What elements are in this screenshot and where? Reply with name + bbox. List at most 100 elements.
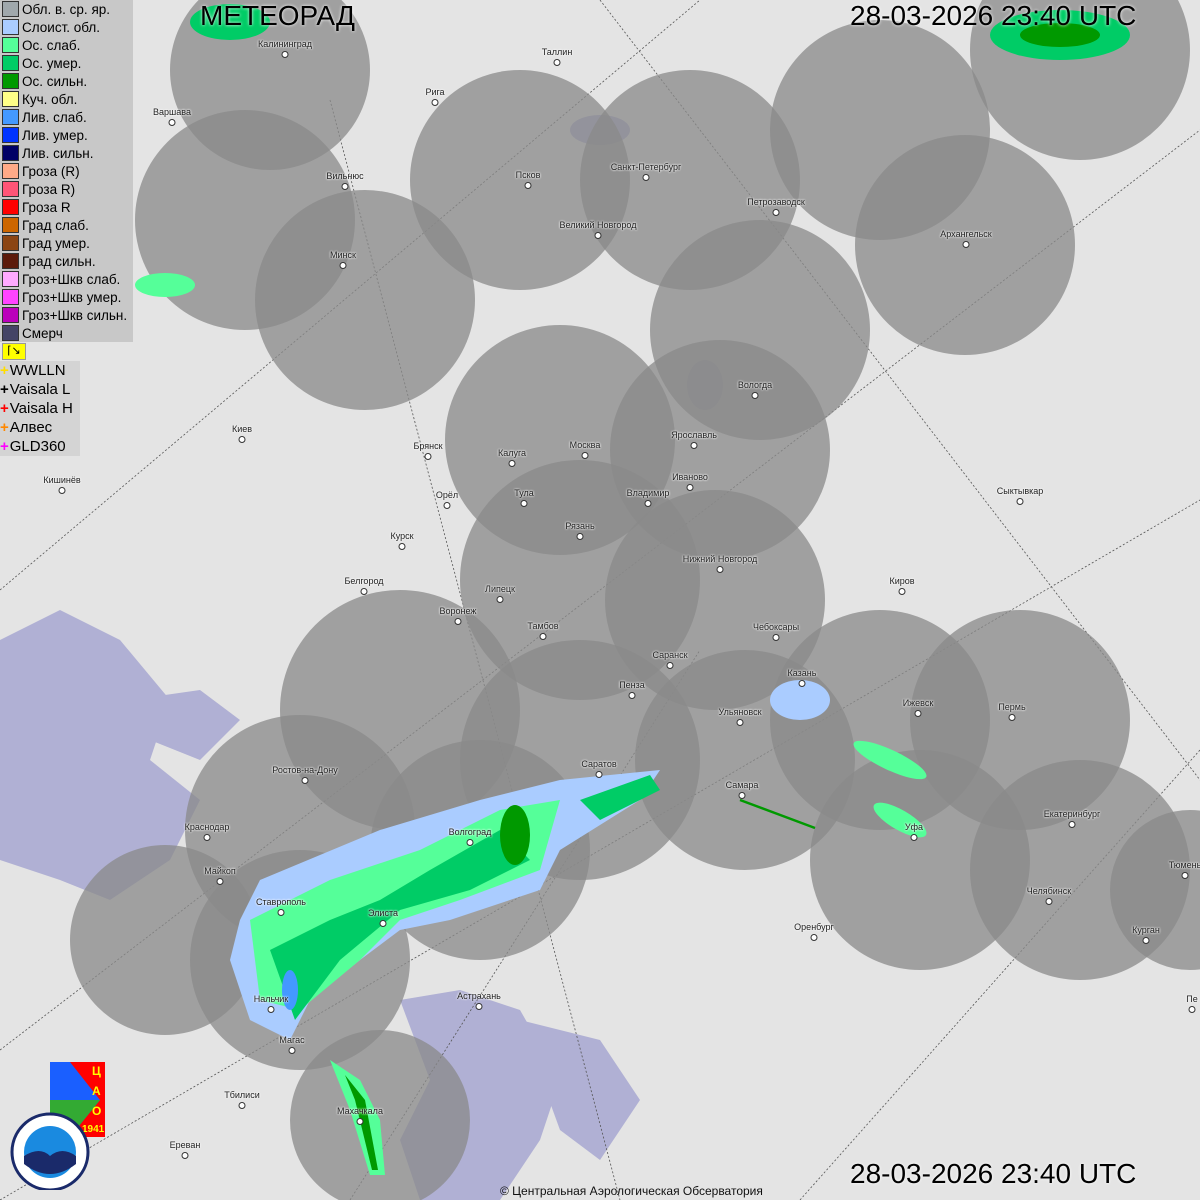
legend-item: Лив. умер. [0, 126, 133, 144]
city-marker-icon [181, 1152, 189, 1159]
city-marker-icon [798, 680, 806, 687]
city-label: Саранск [652, 650, 688, 660]
city-marker-icon [424, 453, 432, 460]
city-label: Ростов-на-Дону [272, 765, 338, 775]
city-marker-icon [454, 618, 462, 625]
city-marker-icon [339, 262, 347, 269]
city-marker-icon [238, 436, 246, 443]
city-marker-icon [810, 934, 818, 941]
map-title: МЕТЕОРАД [200, 0, 355, 31]
city-label: Рязань [565, 521, 595, 531]
lightning-source-toggle[interactable]: +WWLLN [0, 361, 80, 380]
legend-item: Смерч [0, 324, 133, 342]
legend-swatch [2, 217, 19, 233]
legend-swatch [2, 145, 19, 161]
city-marker-icon [716, 566, 724, 573]
city-marker-icon [277, 909, 285, 916]
city-label: Петрозаводск [747, 197, 805, 207]
city-label: Нижний Новгород [682, 554, 758, 564]
city-label: Пенза [619, 680, 645, 690]
city-label: Санкт-Петербург [610, 162, 682, 172]
city-marker-icon [595, 771, 603, 778]
city-label: Москва [569, 440, 601, 450]
city-marker-icon [666, 662, 674, 669]
city-marker-icon [751, 392, 759, 399]
lightning-label: Алвес [9, 419, 53, 436]
city-marker-icon [216, 878, 224, 885]
city-label: Калуга [497, 448, 527, 458]
city-marker-icon [520, 500, 528, 507]
city-label: Махачкала [337, 1106, 383, 1116]
city-label: Тбилиси [224, 1090, 260, 1100]
legend-label: Лив. слаб. [22, 109, 87, 125]
city-label: Псков [515, 170, 541, 180]
legend-item: Ос. слаб. [0, 36, 133, 54]
precipitation-legend: Обл. в. ср. яр. Слоист. обл. Ос. слаб. Ос. … [0, 0, 133, 342]
city-marker-icon [341, 183, 349, 190]
city-label: Брянск [413, 441, 443, 451]
legend-swatch [2, 181, 19, 197]
legend-swatch [2, 91, 19, 107]
legend-label: Лив. сильн. [22, 145, 94, 161]
legend-item: Гроз+Шкв слаб. [0, 270, 133, 288]
legend-item: Гроза (R) [0, 162, 133, 180]
legend-label: Куч. обл. [22, 91, 78, 107]
legend-item: Гроза R) [0, 180, 133, 198]
city-marker-icon [962, 241, 970, 248]
city-marker-icon [914, 710, 922, 717]
city-marker-icon [642, 174, 650, 181]
city-label: Курган [1132, 925, 1160, 935]
svg-text:Ц: Ц [92, 1064, 101, 1078]
city-marker-icon [360, 588, 368, 595]
city-marker-icon [898, 588, 906, 595]
legend-swatch [2, 253, 19, 269]
legend-swatch [2, 127, 19, 143]
city-marker-icon [581, 452, 589, 459]
legend-swatch [2, 109, 19, 125]
city-label: Ярославль [671, 430, 717, 440]
legend-swatch [2, 163, 19, 179]
city-label: Магас [279, 1035, 305, 1045]
city-marker-icon [356, 1118, 364, 1125]
city-label: Элиста [368, 908, 398, 918]
lightning-source-toggle[interactable]: +Vaisala H [0, 399, 80, 418]
lightning-cross-icon: + [0, 419, 9, 436]
city-marker-icon [203, 834, 211, 841]
lightning-cross-icon: + [0, 362, 9, 379]
lightning-source-toggle[interactable]: +GLD360 [0, 437, 80, 456]
flag-icon[interactable]: ⌈↘ [2, 343, 26, 360]
lightning-cross-icon: + [0, 381, 9, 398]
legend-swatch [2, 73, 19, 89]
legend-label: Ос. слаб. [22, 37, 81, 53]
city-marker-icon [1008, 714, 1016, 721]
legend-label: Град умер. [22, 235, 90, 251]
city-label: Пермь [998, 702, 1026, 712]
city-label: Нальчик [253, 994, 289, 1004]
legend-swatch [2, 289, 19, 305]
city-marker-icon [553, 59, 561, 66]
legend-label: Гроз+Шкв умер. [22, 289, 122, 305]
city-label: Сыктывкар [996, 486, 1044, 496]
city-marker-icon [475, 1003, 483, 1010]
precipitation [135, 4, 1130, 1175]
city-marker-icon [628, 692, 636, 699]
city-label: Челябинск [1026, 886, 1072, 896]
lightning-label: WWLLN [9, 362, 66, 379]
city-label: Астрахань [457, 991, 501, 1001]
city-label: Великий Новгород [559, 220, 637, 230]
city-label: Казань [787, 668, 817, 678]
city-marker-icon [772, 634, 780, 641]
city-label: Оренбург [794, 922, 834, 932]
lightning-source-toggle[interactable]: +Алвес [0, 418, 80, 437]
city-label: Тюмень [1168, 860, 1200, 870]
city-label: Липецк [485, 584, 515, 594]
lightning-source-toggle[interactable]: +Vaisala L [0, 380, 80, 399]
legend-item: Гроза R [0, 198, 133, 216]
city-label: Минск [330, 250, 356, 260]
city-label: Владимир [626, 488, 670, 498]
city-label: Чебоксары [752, 622, 800, 632]
city-marker-icon [431, 99, 439, 106]
legend-swatch [2, 235, 19, 251]
city-marker-icon [443, 502, 451, 509]
